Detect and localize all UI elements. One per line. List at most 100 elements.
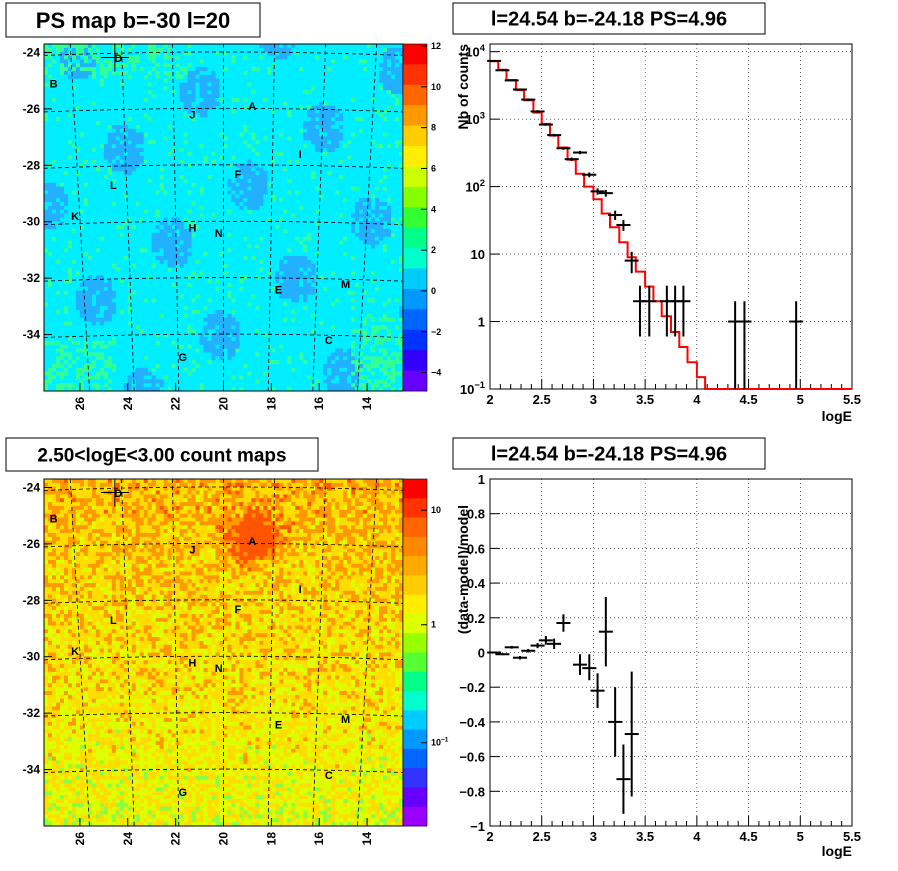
source-label: A [248, 536, 256, 548]
x-axis-label: logE [822, 843, 852, 859]
colorbar-segment [403, 479, 427, 499]
source-label: L [110, 180, 117, 192]
colorbar-segment [403, 125, 427, 147]
colorbar-tick-label: 10 [431, 505, 441, 515]
colorbar-segment [403, 768, 427, 788]
source-label: J [189, 545, 195, 557]
source-label: K [71, 211, 79, 223]
source-label: B [50, 514, 58, 526]
x-tick-label: 20 [217, 397, 231, 411]
y-tick-label: -26 [23, 537, 41, 551]
source-label: J [189, 110, 195, 122]
source-label: D [114, 488, 122, 500]
x-tick-label: 24 [121, 832, 135, 846]
colorbar-segment [403, 84, 427, 106]
x-tick-label: 2 [486, 392, 493, 407]
colorbar-segment [403, 671, 427, 692]
y-tick-label: -26 [23, 102, 41, 116]
colorbar-segment [403, 633, 427, 653]
plot-grid [489, 44, 853, 390]
y-tick-label: 1 [478, 315, 485, 330]
colorbar-segment [403, 575, 427, 596]
x-tick-label: 2 [486, 829, 493, 844]
colorbar-segment [403, 44, 427, 65]
count-map-panel: 26 24 22 20 18 16 14 -24 -26 -28 -30 -32 -34 D B A J I F L K… [5, 437, 449, 846]
x-tick-label: 3 [590, 392, 597, 407]
colorbar-segment [403, 288, 427, 310]
chart-title: l=24.54 b=-24.18 PS=4.96 [491, 444, 727, 466]
colorbar-segment [403, 806, 427, 827]
source-label: C [325, 335, 333, 347]
colorbar-tick-label: 8 [431, 123, 436, 133]
y-tick-label: -24 [23, 480, 41, 494]
colorbar-segment [403, 186, 427, 208]
chart-title: 2.50<logE<3.00 count maps [37, 445, 286, 466]
source-label: B [50, 79, 58, 91]
y-tick-label: -28 [23, 158, 41, 172]
y-tick-label: −0.8 [459, 784, 485, 799]
colorbar-segment [403, 536, 427, 557]
x-tick-label: 3.5 [636, 829, 654, 844]
colorbar-segment [403, 498, 427, 518]
x-tick-label: 16 [312, 832, 326, 846]
y-tick-label: -30 [23, 215, 41, 229]
y-tick-label: 10 [471, 247, 485, 262]
x-tick-label: 2.5 [533, 392, 551, 407]
colorbar-segment [403, 594, 427, 615]
source-label: E [275, 719, 282, 731]
x-tick-label: 20 [217, 832, 231, 846]
x-tick-label: 2.5 [533, 829, 551, 844]
colorbar-segment [403, 691, 427, 711]
source-label: D [114, 53, 122, 65]
colorbar-segment [403, 517, 427, 538]
x-tick-label: 26 [73, 832, 87, 846]
colorbar-tick-label: 0 [431, 286, 436, 296]
chart-title: l=24.54 b=-24.18 PS=4.96 [491, 9, 727, 31]
x-tick-label: 4.5 [740, 392, 758, 407]
x-tick-label: 5.5 [843, 829, 861, 844]
colorbar-segment [403, 729, 427, 750]
colorbar-tick-label: 12 [431, 41, 441, 51]
source-label: G [179, 787, 188, 799]
x-tick-label: 3 [590, 829, 597, 844]
source-label: L [110, 615, 117, 627]
source-label: G [179, 352, 188, 364]
colorbar-tick-label: 10−1 [431, 737, 449, 748]
colorbar-tick-label: 10 [431, 82, 441, 92]
y-tick-label: -34 [23, 328, 41, 342]
x-tick-label: 22 [169, 397, 183, 411]
source-label: C [325, 770, 333, 782]
x-tick-label: 18 [264, 832, 278, 846]
colorbar-segment [403, 329, 427, 351]
x-tick-label: 5 [797, 829, 804, 844]
source-label: M [341, 714, 350, 726]
y-tick-label: −0.2 [459, 680, 485, 695]
colorbar-segment [403, 105, 427, 127]
colorbar-segment [403, 227, 427, 249]
y-tick-label: −1 [470, 819, 485, 834]
y-tick-label: 0 [478, 646, 485, 661]
x-tick-label: 5 [797, 392, 804, 407]
y-tick-label: 1 [478, 472, 485, 487]
x-tick-label: 4 [693, 392, 701, 407]
colorbar-tick-label: 2 [431, 245, 436, 255]
residual-panel: 2 2.5 3 3.5 4 4.5 5 5.510.80.60.40.20−0.2−0.4−0… [452, 437, 861, 859]
y-axis-label: Nb of counts [455, 44, 471, 130]
x-tick-label: 3.5 [636, 392, 654, 407]
colorbar-segment [403, 370, 427, 392]
source-label: H [188, 657, 196, 669]
x-tick-label: 14 [360, 397, 374, 411]
x-tick-label: 4 [693, 829, 701, 844]
colorbar-segment [403, 166, 427, 188]
source-label: H [188, 222, 196, 234]
y-tick-label: 10−1 [460, 380, 485, 397]
y-tick-label: 102 [465, 178, 485, 195]
source-label: F [235, 604, 242, 616]
x-axis-label: logE [822, 408, 852, 424]
colorbar-segment [403, 146, 427, 167]
y-axis-label: (data-model)/model [455, 505, 471, 634]
colorbar-segment [403, 652, 427, 673]
x-tick-label: 4.5 [740, 829, 758, 844]
colorbar-segment [403, 207, 427, 229]
